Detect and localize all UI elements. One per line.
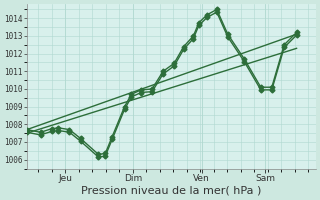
X-axis label: Pression niveau de la mer( hPa ): Pression niveau de la mer( hPa ) (81, 186, 261, 196)
